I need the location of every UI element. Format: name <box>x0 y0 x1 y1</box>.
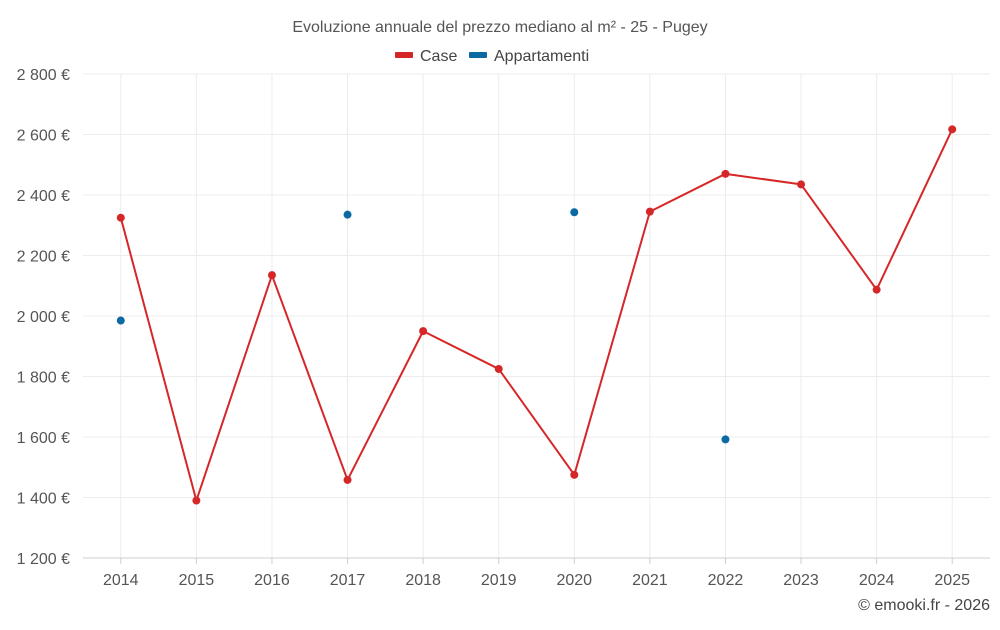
data-point-case[interactable] <box>721 169 730 178</box>
y-tick-label: 2 200 € <box>17 249 70 266</box>
x-tick-label: 2021 <box>632 572 668 589</box>
y-tick-label: 1 200 € <box>17 551 70 568</box>
data-point-case[interactable] <box>116 213 125 222</box>
legend-item-case[interactable]: Case <box>395 48 457 65</box>
axes: 1 200 € 1 400 € 1 600 € 1 800 € 2 000 € 2 200… <box>17 67 990 589</box>
data-point-case[interactable] <box>570 470 579 479</box>
data-point-case[interactable] <box>872 285 881 294</box>
legend-swatch-case <box>395 52 413 58</box>
legend-label-appartamenti: Appartamenti <box>494 48 589 65</box>
data-point-appartamenti[interactable] <box>116 316 125 325</box>
legend-label-case: Case <box>420 48 457 65</box>
grid <box>83 73 990 558</box>
data-point-appartamenti[interactable] <box>570 208 579 217</box>
x-tick-label: 2019 <box>481 572 517 589</box>
y-tick-label: 1 600 € <box>17 430 70 447</box>
x-tick-label: 2018 <box>405 572 441 589</box>
y-tick-label: 1 800 € <box>17 370 70 387</box>
data-point-case[interactable] <box>419 327 428 336</box>
chart-title: Evoluzione annuale del prezzo mediano al… <box>292 19 707 36</box>
legend-item-appartamenti[interactable]: Appartamenti <box>469 48 589 65</box>
x-tick-label: 2017 <box>330 572 366 589</box>
x-tick-label: 2024 <box>859 572 895 589</box>
x-tick-label: 2020 <box>556 572 592 589</box>
series-layer <box>116 125 957 505</box>
y-tick-label: 2 000 € <box>17 309 70 326</box>
data-point-case[interactable] <box>267 271 276 280</box>
data-point-case[interactable] <box>797 180 806 189</box>
x-tick-label: 2025 <box>934 572 970 589</box>
data-point-case[interactable] <box>645 207 654 216</box>
x-tick-label: 2022 <box>708 572 744 589</box>
x-tick-label: 2016 <box>254 572 290 589</box>
x-tick-label: 2023 <box>783 572 819 589</box>
data-point-case[interactable] <box>192 496 201 505</box>
y-tick-label: 1 400 € <box>17 491 70 508</box>
y-tick-label: 2 400 € <box>17 188 70 205</box>
x-tick-label: 2014 <box>103 572 139 589</box>
data-point-case[interactable] <box>948 125 957 134</box>
legend-swatch-appartamenti <box>469 52 487 58</box>
credit-text: © emooki.fr - 2026 <box>858 597 990 614</box>
y-tick-label: 2 800 € <box>17 67 70 84</box>
data-point-case[interactable] <box>494 364 503 373</box>
data-point-case[interactable] <box>343 475 352 484</box>
series-line-case <box>119 128 954 502</box>
legend: Case Appartamenti <box>395 48 589 65</box>
x-tick-label: 2015 <box>179 572 215 589</box>
data-point-appartamenti[interactable] <box>343 210 352 219</box>
y-tick-label: 2 600 € <box>17 128 70 145</box>
data-point-appartamenti[interactable] <box>721 435 730 444</box>
